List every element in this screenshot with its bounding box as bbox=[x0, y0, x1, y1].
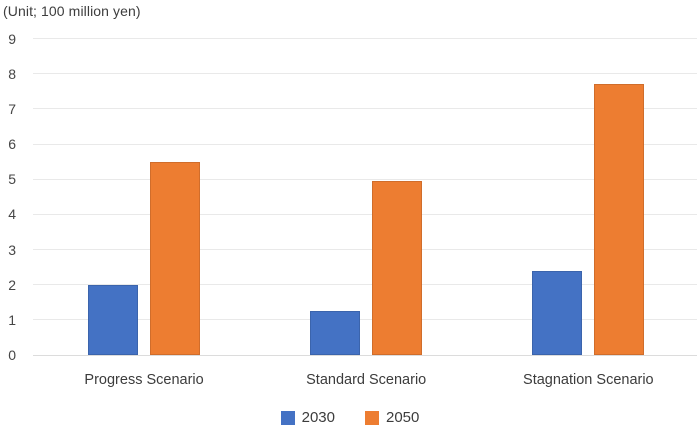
legend-label-2030: 2030 bbox=[301, 409, 335, 426]
gridline-y-9 bbox=[33, 38, 697, 39]
y-tick-label-5: 5 bbox=[8, 171, 16, 188]
y-tick-label-2: 2 bbox=[8, 276, 16, 293]
gridline-y-7 bbox=[33, 108, 697, 110]
bar-2050-stagnation-scenario bbox=[594, 84, 645, 355]
y-tick-label-4: 4 bbox=[8, 206, 16, 223]
y-tick-label-8: 8 bbox=[8, 65, 16, 82]
unit-label: (Unit; 100 million yen) bbox=[3, 3, 141, 19]
gridline-y-8 bbox=[33, 73, 697, 75]
gridline-y-4 bbox=[33, 213, 697, 215]
y-tick-label-3: 3 bbox=[8, 241, 16, 258]
gridline-y-5 bbox=[33, 178, 697, 180]
y-tick-label-0: 0 bbox=[8, 347, 16, 363]
legend-item-2050: 2050 bbox=[365, 409, 419, 426]
gridline-y-2 bbox=[33, 284, 697, 286]
x-axis-label-3: Stagnation Scenario bbox=[523, 372, 654, 388]
y-tick-label-1: 1 bbox=[8, 311, 16, 328]
legend-swatch-2030 bbox=[280, 410, 295, 425]
x-axis-label-2: Standard Scenario bbox=[306, 372, 427, 388]
bar-2030-progress-scenario bbox=[88, 284, 139, 355]
bar-2030-stagnation-scenario bbox=[532, 270, 583, 355]
gridline-y-0 bbox=[33, 354, 697, 356]
bar-2030-standard-scenario bbox=[310, 311, 361, 355]
y-tick-label-7: 7 bbox=[8, 100, 16, 117]
legend-item-2030: 2030 bbox=[280, 409, 335, 426]
gridline-y-6 bbox=[33, 143, 697, 145]
y-tick-label-9: 9 bbox=[8, 30, 16, 47]
legend-label-2050: 2050 bbox=[386, 409, 420, 426]
gridline-y-1 bbox=[33, 319, 697, 321]
x-axis-label-1: Progress Scenario bbox=[84, 372, 204, 388]
legend: 2030 2050 bbox=[0, 409, 700, 426]
bar-2050-progress-scenario bbox=[150, 161, 201, 355]
gridline-y-3 bbox=[33, 249, 697, 250]
bar-2050-standard-scenario bbox=[372, 180, 423, 355]
y-tick-label-6: 6 bbox=[8, 136, 16, 152]
legend-swatch-2050 bbox=[365, 410, 379, 425]
